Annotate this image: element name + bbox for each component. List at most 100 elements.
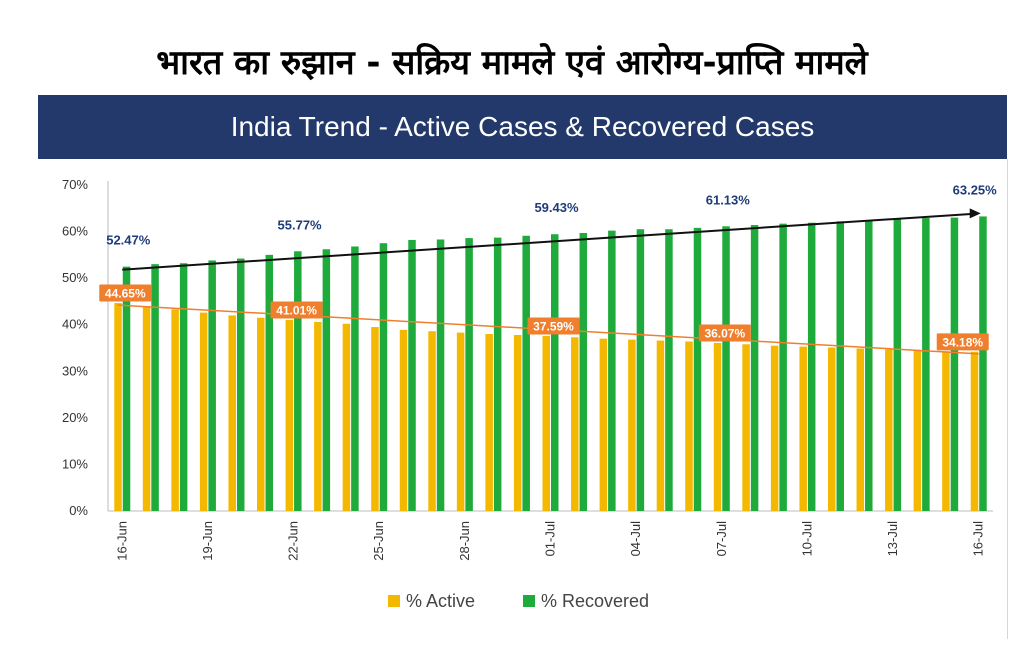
bar-active xyxy=(228,315,236,511)
active-data-label: 34.18% xyxy=(942,335,983,349)
bar-recovered xyxy=(722,226,730,511)
bar-recovered xyxy=(807,222,816,512)
x-tick-label: 10-Jul xyxy=(799,521,814,557)
x-tick-label: 16-Jul xyxy=(971,521,986,557)
bar-active xyxy=(428,331,436,511)
bar-recovered xyxy=(750,225,759,511)
bar-active xyxy=(257,317,265,511)
bar-recovered xyxy=(151,264,159,511)
bar-recovered xyxy=(665,229,673,511)
bar-recovered xyxy=(322,249,331,512)
bar-active xyxy=(942,351,950,511)
active-data-label-box xyxy=(270,301,323,319)
y-tick-label: 70% xyxy=(62,177,88,192)
bar-recovered xyxy=(436,239,445,511)
recovered-data-label: 63.25% xyxy=(953,182,998,197)
bar-active xyxy=(656,340,665,511)
bar-recovered xyxy=(294,251,302,511)
bar-recovered xyxy=(636,229,645,511)
active-data-label: 37.59% xyxy=(533,319,574,333)
bar-active xyxy=(685,341,693,511)
bar-active xyxy=(742,344,750,511)
bar-recovered xyxy=(893,219,902,511)
bar-recovered xyxy=(208,260,216,511)
bar-recovered xyxy=(865,220,873,511)
x-tick-label: 04-Jul xyxy=(628,521,643,557)
legend-label-recovered: % Recovered xyxy=(541,591,649,611)
bar-active xyxy=(713,343,722,511)
bar-recovered xyxy=(522,235,530,511)
bar-active xyxy=(371,327,379,511)
bar-active xyxy=(913,350,922,511)
active-data-label-box xyxy=(698,324,751,342)
recovered-data-label: 59.43% xyxy=(534,200,579,215)
bar-active xyxy=(827,347,836,511)
x-tick-label: 07-Jul xyxy=(714,521,729,557)
bar-recovered xyxy=(122,266,131,511)
y-tick-label: 0% xyxy=(69,503,88,518)
bar-recovered xyxy=(950,217,959,511)
bar-recovered xyxy=(351,246,359,511)
y-tick-label: 10% xyxy=(62,456,88,471)
trend-arrow-head xyxy=(969,208,981,219)
recovered-data-label: 55.77% xyxy=(278,217,323,232)
x-tick-label: 22-Jun xyxy=(286,521,301,561)
y-tick-label: 50% xyxy=(62,270,88,285)
bar-recovered xyxy=(265,254,274,511)
bar-active xyxy=(770,345,779,511)
chart-title: India Trend - Active Cases & Recovered C… xyxy=(230,111,815,142)
bar-recovered xyxy=(551,234,559,511)
bar-recovered xyxy=(979,216,987,511)
hindi-page-title: भारत का रुझान - सक्रिय मामले एवं आरोग्य-… xyxy=(156,43,868,83)
bar-recovered xyxy=(179,263,188,511)
active-data-label: 41.01% xyxy=(276,304,317,318)
chart-title-banner: India Trend - Active Cases & Recovered C… xyxy=(38,95,1007,159)
chart-area: 0% 10% 20% 30% 40% 50% 60% 70% 16-Jun 19-Jun 22-Ju… xyxy=(38,159,1008,639)
y-tick-label: 60% xyxy=(62,224,88,239)
legend-label-active: % Active xyxy=(406,591,475,611)
recovered-data-label: 52.47% xyxy=(106,233,151,248)
bar-recovered xyxy=(579,232,588,511)
active-data-label: 44.65% xyxy=(105,287,146,301)
active-data-label-box xyxy=(936,333,989,351)
y-tick-label: 40% xyxy=(62,317,88,332)
bar-recovered xyxy=(465,238,473,511)
bar-recovered xyxy=(379,243,388,511)
bar-recovered xyxy=(693,227,702,511)
bar-active xyxy=(542,335,550,511)
bar-active xyxy=(885,349,893,511)
recovered-trend-line xyxy=(122,212,973,271)
bar-active xyxy=(399,329,408,511)
bar-active xyxy=(142,306,151,511)
bar-active xyxy=(628,339,636,511)
bar-recovered xyxy=(779,223,787,511)
bar-active xyxy=(571,337,579,511)
bar-recovered xyxy=(836,221,844,511)
bar-active xyxy=(314,321,322,511)
bar-active xyxy=(485,334,493,511)
legend-swatch-recovered xyxy=(523,595,535,607)
active-data-label-box xyxy=(527,317,580,335)
bar-active xyxy=(599,338,608,511)
x-tick-label: 19-Jun xyxy=(200,521,215,561)
bar-active xyxy=(342,323,351,511)
bar-active xyxy=(456,332,465,511)
bar-recovered xyxy=(608,230,616,511)
bar-active xyxy=(285,320,294,511)
active-data-label-box xyxy=(99,284,152,302)
active-data-label: 36.07% xyxy=(704,327,745,341)
y-tick-label: 20% xyxy=(62,410,88,425)
bar-recovered xyxy=(236,258,245,511)
x-tick-label: 16-Jun xyxy=(114,521,129,561)
legend-swatch-active xyxy=(388,595,400,607)
y-tick-label: 30% xyxy=(62,363,88,378)
recovered-data-label: 61.13% xyxy=(706,192,751,207)
bar-active xyxy=(856,348,865,511)
bar-active xyxy=(114,303,122,511)
bar-active xyxy=(799,346,807,511)
bar-active xyxy=(513,334,522,511)
bar-active xyxy=(171,309,179,511)
x-tick-label: 01-Jul xyxy=(543,521,558,557)
bar-active xyxy=(970,351,979,511)
bar-active xyxy=(199,312,208,511)
